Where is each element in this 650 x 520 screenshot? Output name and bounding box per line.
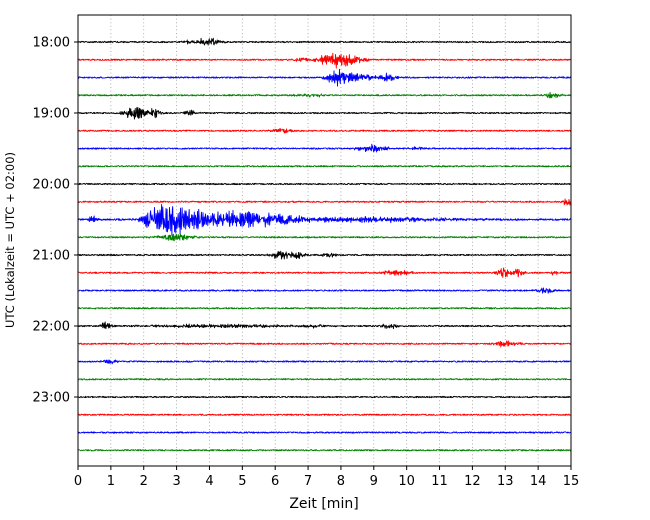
seismic-trace (77, 250, 572, 260)
seismic-trace (77, 128, 572, 134)
plot-border (77, 14, 572, 467)
x-tick-label: 6 (271, 474, 279, 489)
seismic-trace (77, 359, 572, 365)
plot-content: 0 1 2 3 4 5 6 7 8 9 10 11 12 13 14 1518:0019:0020:0021:… (33, 14, 580, 489)
seismic-trace (77, 52, 572, 69)
x-tick-label: 13 (497, 474, 514, 489)
x-tick-label: 10 (398, 474, 415, 489)
seismic-trace (77, 68, 572, 87)
x-tick-label: 12 (464, 474, 481, 489)
seismic-trace (77, 165, 572, 168)
seismic-trace (77, 107, 572, 120)
x-axis-title: Zeit [min] (289, 496, 358, 512)
seismic-trace (77, 233, 572, 242)
seismic-trace (77, 91, 572, 99)
seismic-trace (77, 378, 572, 381)
x-tick-label: 15 (563, 474, 580, 489)
y-tick-label: 21:00 (33, 249, 70, 264)
seismic-trace (77, 37, 572, 46)
x-tick-label: 3 (172, 474, 180, 489)
y-tick-label: 20:00 (33, 178, 70, 193)
y-axis-title: UTC (Lokalzeit = UTC + 02:00) (3, 152, 17, 328)
seismic-trace (77, 143, 572, 153)
seismic-trace (77, 182, 572, 186)
seismic-trace (77, 395, 572, 399)
seismic-trace (77, 431, 572, 434)
x-tick-label: 9 (370, 474, 378, 489)
x-tick-label: 0 (74, 474, 82, 489)
x-tick-label: 5 (238, 474, 246, 489)
x-tick-label: 7 (304, 474, 312, 489)
x-tick-label: 11 (431, 474, 448, 489)
y-tick-label: 19:00 (33, 107, 70, 122)
seismic-trace (77, 449, 572, 452)
seismic-trace (77, 307, 572, 310)
seismic-trace (77, 204, 572, 236)
y-tick-label: 23:00 (33, 391, 70, 406)
seismic-trace (77, 287, 572, 294)
seismic-trace (77, 340, 572, 348)
x-tick-label: 14 (530, 474, 547, 489)
x-tick-label: 2 (140, 474, 148, 489)
y-tick-label: 18:00 (33, 36, 70, 51)
x-tick-label: 1 (107, 474, 115, 489)
x-tick-label: 4 (205, 474, 213, 489)
y-tick-label: 22:00 (33, 320, 70, 335)
seismic-trace (77, 198, 572, 206)
x-tick-label: 8 (337, 474, 345, 489)
seismic-trace (77, 321, 572, 330)
seismic-trace (77, 267, 572, 278)
seismic-trace (77, 413, 572, 416)
